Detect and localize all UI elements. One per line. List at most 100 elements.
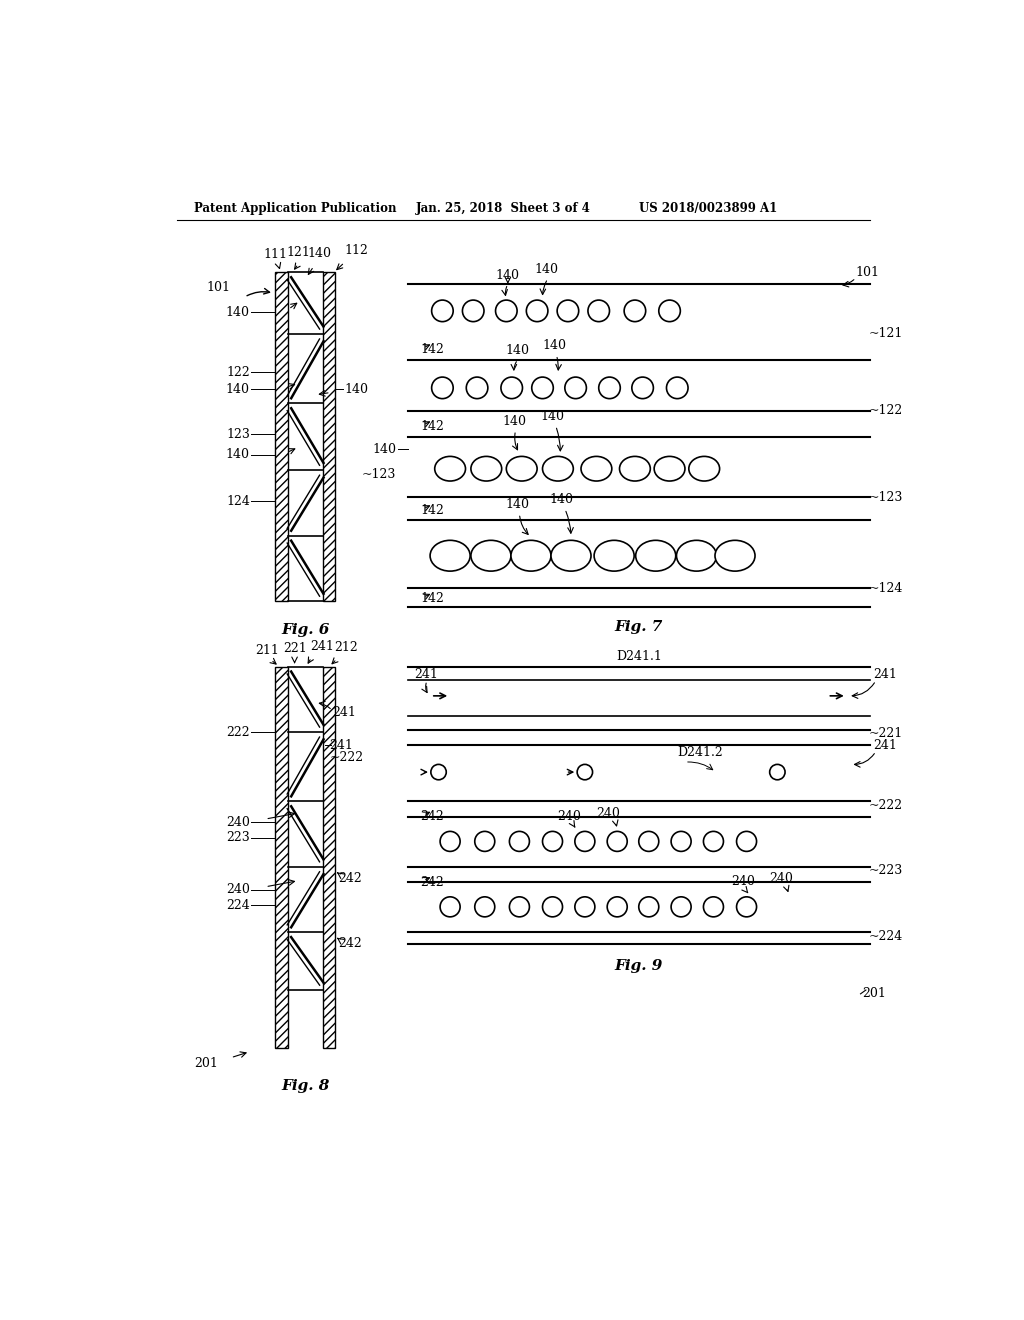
- Text: ~123: ~123: [361, 467, 396, 480]
- Text: US 2018/0023899 A1: US 2018/0023899 A1: [639, 202, 777, 215]
- Text: 211: 211: [256, 644, 280, 656]
- Ellipse shape: [509, 832, 529, 851]
- Ellipse shape: [658, 300, 680, 322]
- Text: 201: 201: [194, 1056, 217, 1069]
- Ellipse shape: [496, 300, 517, 322]
- Ellipse shape: [599, 378, 621, 399]
- Ellipse shape: [736, 896, 757, 917]
- Ellipse shape: [581, 457, 611, 480]
- Ellipse shape: [543, 896, 562, 917]
- Ellipse shape: [574, 896, 595, 917]
- Text: 140: 140: [535, 263, 558, 276]
- Text: 241: 241: [310, 640, 334, 653]
- Ellipse shape: [509, 896, 529, 917]
- Ellipse shape: [543, 457, 573, 480]
- Text: Fig. 6: Fig. 6: [282, 623, 330, 636]
- Ellipse shape: [440, 832, 460, 851]
- Circle shape: [578, 764, 593, 780]
- Ellipse shape: [531, 378, 553, 399]
- Ellipse shape: [463, 300, 484, 322]
- Ellipse shape: [432, 300, 454, 322]
- Text: 242: 242: [339, 871, 362, 884]
- Bar: [323, 667, 336, 1048]
- Text: ~121: ~121: [868, 327, 902, 341]
- Ellipse shape: [736, 832, 757, 851]
- Ellipse shape: [594, 540, 634, 572]
- Text: 241: 241: [330, 739, 353, 751]
- Text: 201: 201: [862, 987, 886, 1001]
- Text: 140: 140: [496, 268, 520, 281]
- Text: 242: 242: [420, 810, 443, 824]
- Text: 221: 221: [283, 642, 306, 655]
- Bar: [275, 272, 288, 601]
- Text: 142: 142: [420, 343, 444, 356]
- Text: ~123: ~123: [868, 491, 902, 504]
- Text: 212: 212: [335, 642, 358, 655]
- Text: 122: 122: [226, 366, 250, 379]
- Text: ~222: ~222: [330, 751, 364, 764]
- Text: 222: 222: [226, 726, 250, 739]
- Ellipse shape: [574, 832, 595, 851]
- Ellipse shape: [625, 300, 646, 322]
- Ellipse shape: [430, 540, 470, 572]
- Ellipse shape: [501, 378, 522, 399]
- Text: ~222: ~222: [868, 799, 902, 812]
- Text: 241: 241: [873, 668, 897, 681]
- Ellipse shape: [671, 896, 691, 917]
- Ellipse shape: [607, 832, 628, 851]
- Text: 140: 140: [502, 414, 526, 428]
- Text: 240: 240: [769, 873, 794, 886]
- Text: 101: 101: [207, 281, 230, 294]
- Text: ~223: ~223: [868, 865, 902, 878]
- Circle shape: [431, 764, 446, 780]
- Text: ~224: ~224: [868, 929, 902, 942]
- Text: 140: 140: [505, 345, 529, 358]
- Ellipse shape: [715, 540, 755, 572]
- Text: 241: 241: [414, 668, 438, 681]
- Text: 240: 240: [596, 807, 620, 820]
- Text: 111: 111: [263, 248, 288, 261]
- Text: 140: 140: [372, 444, 396, 455]
- Text: 142: 142: [420, 593, 444, 606]
- Bar: [275, 667, 288, 1048]
- Text: 241: 241: [333, 706, 356, 719]
- Text: 140: 140: [345, 383, 369, 396]
- Text: 124: 124: [226, 495, 250, 508]
- Text: 242: 242: [420, 875, 443, 888]
- Ellipse shape: [671, 832, 691, 851]
- Ellipse shape: [475, 896, 495, 917]
- Text: ~124: ~124: [868, 582, 902, 594]
- Text: 140: 140: [542, 339, 566, 352]
- Text: 140: 140: [307, 247, 332, 260]
- Ellipse shape: [607, 896, 628, 917]
- Ellipse shape: [620, 457, 650, 480]
- Text: 101: 101: [856, 265, 880, 279]
- Text: 240: 240: [226, 883, 250, 896]
- Ellipse shape: [475, 832, 495, 851]
- Circle shape: [770, 764, 785, 780]
- Text: Fig. 8: Fig. 8: [282, 1078, 330, 1093]
- Ellipse shape: [471, 540, 511, 572]
- Text: 242: 242: [339, 937, 362, 950]
- Text: Patent Application Publication: Patent Application Publication: [194, 202, 396, 215]
- Text: ~122: ~122: [868, 404, 902, 417]
- Ellipse shape: [689, 457, 720, 480]
- Text: 240: 240: [731, 875, 755, 888]
- Text: 140: 140: [550, 494, 573, 507]
- Ellipse shape: [654, 457, 685, 480]
- Ellipse shape: [435, 457, 466, 480]
- Text: 223: 223: [226, 832, 250, 843]
- Ellipse shape: [632, 378, 653, 399]
- Ellipse shape: [588, 300, 609, 322]
- Bar: [323, 272, 336, 601]
- Ellipse shape: [543, 832, 562, 851]
- Text: 142: 142: [420, 420, 444, 433]
- Text: 241: 241: [873, 739, 897, 751]
- Text: Jan. 25, 2018  Sheet 3 of 4: Jan. 25, 2018 Sheet 3 of 4: [416, 202, 590, 215]
- Text: 140: 140: [505, 498, 529, 511]
- Ellipse shape: [639, 832, 658, 851]
- Text: 121: 121: [287, 246, 310, 259]
- Ellipse shape: [557, 300, 579, 322]
- Text: 123: 123: [226, 428, 250, 441]
- Text: 142: 142: [420, 504, 444, 517]
